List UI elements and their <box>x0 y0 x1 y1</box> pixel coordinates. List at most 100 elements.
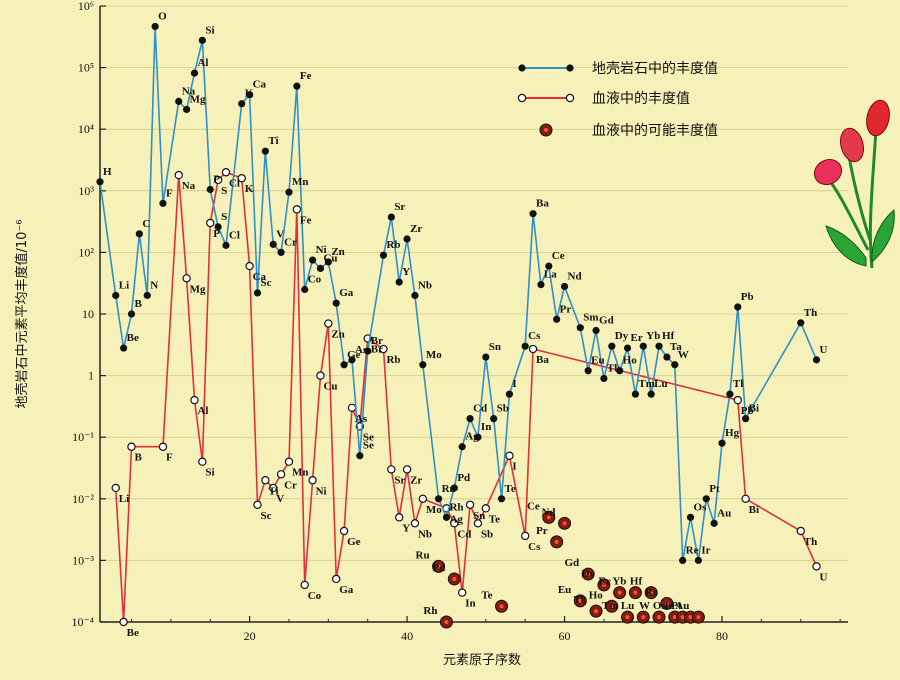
point-Cd <box>466 415 474 423</box>
label-Au: Au <box>717 507 731 519</box>
label-Er: Er <box>598 576 610 588</box>
point-Zn <box>324 258 332 266</box>
label-Zr: Zr <box>410 474 422 486</box>
point-Hg <box>718 439 726 447</box>
label-Y: Y <box>402 266 410 278</box>
point-Mg <box>183 105 191 114</box>
point-core-Ho <box>609 604 614 609</box>
label-Cs: Cs <box>528 330 541 342</box>
label-Bi: Bi <box>749 504 759 516</box>
y-tick-label: 10³ <box>78 184 94 198</box>
grid <box>100 5 848 623</box>
label-U: U <box>820 571 828 583</box>
point-core-Au <box>696 615 701 620</box>
label-Nb: Nb <box>418 279 432 291</box>
point-core-Os <box>672 615 677 620</box>
point-Lu <box>647 390 655 398</box>
label-Na: Na <box>182 85 196 97</box>
y-tick-label: 10⁵ <box>78 61 94 75</box>
point-Ga <box>332 574 341 584</box>
point-Zn <box>324 319 333 328</box>
y-tick-label: 1 <box>88 369 94 383</box>
label-C: C <box>142 218 150 230</box>
label-Ga: Ga <box>339 584 354 596</box>
label-Ca: Ca <box>253 79 267 91</box>
label-Gd: Gd <box>599 314 614 326</box>
label-Zr: Zr <box>410 223 422 235</box>
point-Rb <box>379 344 388 354</box>
label-Tb: Tb <box>607 362 620 374</box>
legend-label: 血液中的可能丰度值 <box>592 123 718 139</box>
point-Tb <box>600 374 608 383</box>
label-Re: Re <box>645 586 658 598</box>
point-N <box>143 291 151 300</box>
point-core-Ir <box>680 615 685 620</box>
legend-marker-crust <box>518 64 526 72</box>
point-Gd <box>592 326 600 335</box>
point-Mg <box>182 274 191 283</box>
label-Ru: Ru <box>442 483 456 495</box>
point-Cl <box>221 168 231 177</box>
point-Cu <box>316 371 325 380</box>
label-Ag: Ag <box>449 513 463 525</box>
label-Au: Au <box>675 600 689 612</box>
label-Tm: Tm <box>602 600 619 612</box>
point-Ni <box>308 476 317 485</box>
label-Pd: Pd <box>457 472 470 484</box>
label-Ti: Ti <box>268 485 278 497</box>
label-Sn: Sn <box>473 510 485 522</box>
point-Fe <box>293 82 301 90</box>
label-Se: Se <box>363 431 374 443</box>
point-core-Tb <box>594 609 599 614</box>
point-Er <box>623 344 632 352</box>
point-Be <box>119 617 128 627</box>
stem <box>846 149 872 241</box>
point-core-Dy <box>601 582 606 587</box>
point-Cl <box>222 241 230 249</box>
point-Zr <box>402 465 412 474</box>
label-K: K <box>245 183 254 195</box>
tulip-decoration <box>813 99 895 269</box>
point-Rh <box>442 513 451 521</box>
point-Sb <box>473 519 483 528</box>
point-Eu <box>584 367 592 375</box>
label-Bi: Bi <box>749 403 759 415</box>
point-V <box>269 240 277 248</box>
point-I <box>505 390 514 398</box>
point-core-W <box>657 615 662 620</box>
label-Cd: Cd <box>473 403 487 415</box>
series-possible <box>432 510 705 629</box>
point-P <box>206 218 215 228</box>
point-Nd <box>560 282 569 291</box>
label-Mg: Mg <box>190 283 206 295</box>
point-Sm <box>576 324 584 332</box>
point-Tl <box>726 390 734 398</box>
legend-label: 血液中的丰度值 <box>592 91 690 107</box>
label-Th: Th <box>804 307 817 319</box>
label-O: O <box>158 10 167 22</box>
label-Y: Y <box>402 522 410 534</box>
label-Sc: Sc <box>260 510 271 522</box>
label-Ba: Ba <box>536 198 549 210</box>
point-B <box>127 442 136 451</box>
point-core-Yb <box>633 590 638 595</box>
label-As: As <box>355 344 368 356</box>
label-V: V <box>276 493 284 505</box>
label-Se: Se <box>363 440 374 452</box>
point-Sn <box>482 353 490 361</box>
point-Sb <box>490 415 498 423</box>
point-Li <box>111 483 120 493</box>
point-core-Pr <box>554 539 559 544</box>
point-Th <box>797 319 805 327</box>
point-Na <box>175 97 183 105</box>
label-Sb: Sb <box>481 528 493 540</box>
label-Pd: Pd <box>432 562 445 574</box>
label-Na: Na <box>182 180 196 192</box>
point-Ca <box>246 91 254 99</box>
label-Rh: Rh <box>423 605 437 617</box>
label-F: F <box>166 187 173 199</box>
label-Er: Er <box>631 332 643 344</box>
label-Ge: Ge <box>347 536 361 548</box>
point-Mo <box>419 361 427 369</box>
